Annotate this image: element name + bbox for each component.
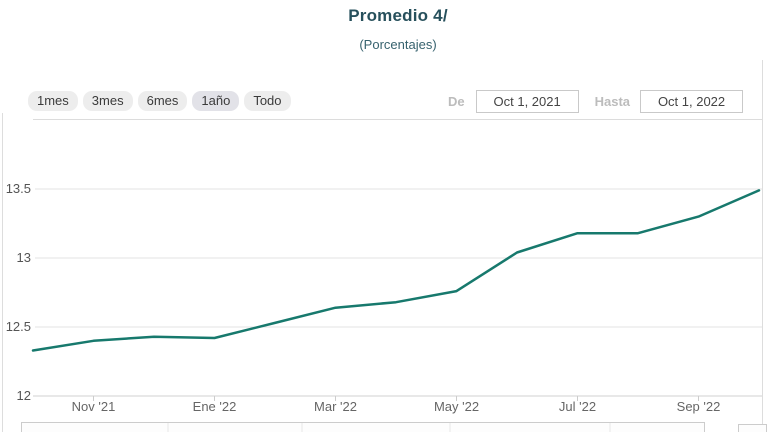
chart-gridlines (35, 188, 762, 328)
date-from-label: De (448, 94, 465, 109)
page-borders (2, 60, 763, 432)
x-tick-label: Ene '22 (193, 399, 237, 414)
date-to-input[interactable] (640, 90, 744, 113)
page-title: Promedio 4/ (348, 6, 448, 25)
y-tick-label: 13.5 (6, 181, 31, 196)
x-tick-label: Nov '21 (72, 399, 116, 414)
y-tick-label: 13 (17, 250, 31, 265)
date-range-controls: De Hasta (448, 90, 744, 113)
date-to-label: Hasta (594, 94, 631, 109)
navigator-handle[interactable] (738, 424, 767, 432)
x-tick-label: May '22 (434, 399, 479, 414)
range-button-3mes[interactable]: 3mes (82, 91, 133, 111)
range-button-1mes[interactable]: 1mes (28, 91, 78, 111)
x-tick-label: Sep '22 (677, 399, 721, 414)
x-axis-ticks (93, 396, 699, 401)
navigator-scrollbar (21, 422, 767, 432)
page-subtitle: (Porcentajes) (359, 37, 437, 52)
x-tick-label: Mar '22 (314, 399, 357, 414)
date-from-input[interactable] (475, 90, 579, 113)
series-line-promedio (31, 189, 761, 352)
range-selector: 1mes 3mes 6mes 1año Todo (28, 91, 291, 111)
navigator-track[interactable] (21, 422, 705, 432)
y-tick-label: 12 (17, 388, 31, 403)
range-button-6mes[interactable]: 6mes (137, 91, 188, 111)
header-separator (33, 119, 762, 120)
range-button-todo[interactable]: Todo (244, 91, 291, 111)
range-button-1ano[interactable]: 1año (192, 91, 240, 111)
y-axis-labels: 13.5 13 12.5 12 (6, 181, 31, 403)
y-tick-label: 12.5 (6, 319, 31, 334)
x-axis-labels: Nov '21 Ene '22 Mar '22 May '22 Jul '22 … (72, 399, 721, 414)
x-tick-label: Jul '22 (559, 399, 596, 414)
